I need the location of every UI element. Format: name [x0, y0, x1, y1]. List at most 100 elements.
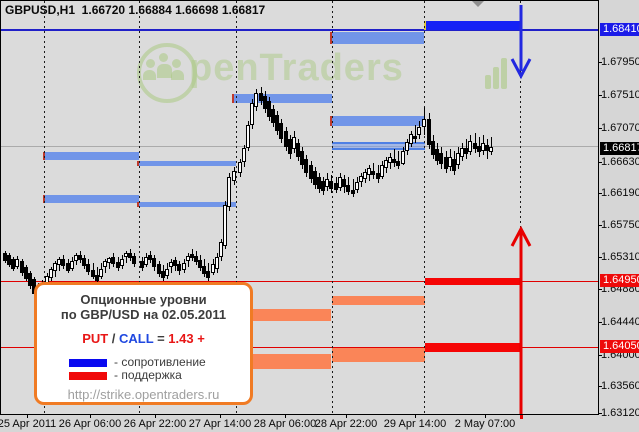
candle-body — [194, 256, 198, 262]
candle-body — [177, 264, 181, 271]
level-bar-resistance — [45, 195, 139, 203]
candle-body — [309, 165, 313, 179]
price-label: 1.64440 — [601, 316, 639, 328]
candle-body — [363, 172, 367, 179]
candle-body — [392, 159, 396, 163]
time-axis-tick — [285, 415, 286, 418]
candle-body — [473, 143, 477, 149]
time-label: 26 Apr 22:00 — [123, 418, 187, 430]
time-label: 2 May 07:00 — [454, 418, 516, 430]
bar-chart-icon — [501, 58, 507, 89]
candle-body — [15, 259, 19, 267]
price-label: 1.68410 — [600, 23, 639, 36]
time-axis-tick — [220, 415, 221, 418]
candle-body — [477, 146, 481, 152]
candle-body — [417, 127, 421, 135]
candle-body — [215, 257, 219, 269]
legend: - сопротивление - поддержка — [37, 356, 250, 382]
candle-body — [448, 157, 452, 167]
slash: / — [108, 331, 120, 346]
level-bar-resistance — [234, 94, 332, 103]
level-bar-edge-tick — [137, 161, 139, 166]
price-label: 1.67510 — [601, 89, 639, 101]
candle-body — [321, 181, 325, 191]
day-separator-line — [236, 1, 237, 414]
candle-body — [70, 261, 74, 269]
candle-body — [409, 134, 413, 144]
candle-body — [384, 160, 388, 168]
candle-body — [435, 149, 439, 161]
price-label: 1.66630 — [601, 156, 639, 168]
candle-body — [464, 148, 468, 154]
price-label: 1.64950 — [600, 274, 639, 287]
price-axis-tick — [598, 386, 602, 387]
time-label: 29 Apr 14:00 — [383, 418, 447, 430]
candle-body — [182, 263, 186, 270]
candle-body — [144, 257, 148, 265]
price-axis[interactable]: 1.68410 1.67950 1.67510 1.67070 1.66817 1.666… — [598, 0, 639, 419]
candle-body — [86, 264, 90, 272]
candle-body — [342, 179, 346, 187]
candle-body — [313, 171, 317, 185]
candle-body — [132, 256, 136, 264]
candle-body — [140, 261, 144, 268]
candle-body — [405, 142, 409, 151]
candle-body — [107, 258, 111, 263]
candle-body — [120, 259, 124, 266]
level-bar-resistance — [332, 116, 425, 126]
candle-body — [246, 125, 250, 148]
level-bar-resistance-band — [332, 142, 425, 150]
candle-body — [288, 139, 292, 154]
candle-body — [485, 145, 489, 151]
price-axis-tick — [598, 193, 602, 194]
candle-body — [351, 190, 355, 194]
candle-body — [66, 263, 70, 271]
candle-body — [124, 253, 128, 257]
chart-plot-area[interactable]: penTraders GBPUSD,H1 1.66720 1.66884 1.6… — [0, 0, 599, 415]
price-axis-tick — [598, 355, 602, 356]
candle-body — [250, 103, 254, 125]
level-bar-edge-tick — [137, 202, 139, 207]
candle-body — [74, 255, 78, 261]
candle-body — [99, 269, 103, 277]
candle-body — [169, 262, 173, 267]
candle-body — [128, 253, 132, 258]
candle-body — [206, 271, 210, 278]
candle-body — [317, 177, 321, 189]
price-label: 1.67070 — [601, 122, 639, 134]
candle-body — [275, 115, 279, 131]
current-period-tick — [520, 415, 523, 419]
legend-item-resistance: - сопротивление — [69, 356, 250, 369]
candle-body — [481, 143, 485, 151]
level-bar-resistance — [139, 202, 236, 207]
price-label: 1.64050 — [600, 340, 639, 353]
level-bar-edge-tick — [424, 21, 426, 30]
level-bar-support — [332, 296, 425, 305]
time-label: 25 Apr 2011 — [0, 418, 57, 430]
info-box-url[interactable]: http://strike.opentraders.ru — [67, 387, 220, 402]
time-label: 28 Apr 22:00 — [314, 418, 378, 430]
candle-body — [11, 259, 15, 269]
level-bar-resistance — [139, 161, 236, 166]
put-call-ratio: PUT / CALL = 1.43 + — [37, 331, 250, 346]
level-bar-support-strong — [425, 343, 521, 352]
candle-body — [238, 162, 242, 173]
candle-body — [334, 183, 338, 190]
level-bar-resistance — [45, 152, 139, 160]
sell-arrow-icon — [510, 5, 532, 80]
bar-chart-icon — [493, 67, 499, 89]
candle-body — [380, 165, 384, 177]
time-axis[interactable]: 25 Apr 2011 26 Apr 06:00 26 Apr 22:00 27 Ap… — [0, 415, 639, 432]
candle-body — [111, 257, 115, 264]
candle-body — [355, 182, 359, 190]
time-axis-tick — [27, 415, 28, 418]
bar-chart-icon — [485, 75, 491, 89]
time-label: 26 Apr 06:00 — [58, 418, 122, 430]
candle-wick — [353, 179, 354, 197]
info-box-title: Опционные уровни по GBP/USD на 02.05.201… — [37, 292, 250, 322]
candle-body — [292, 137, 296, 149]
candle-body — [396, 161, 400, 166]
candle-body — [329, 181, 333, 189]
day-separator-line — [332, 1, 333, 414]
candle-body — [279, 123, 283, 139]
